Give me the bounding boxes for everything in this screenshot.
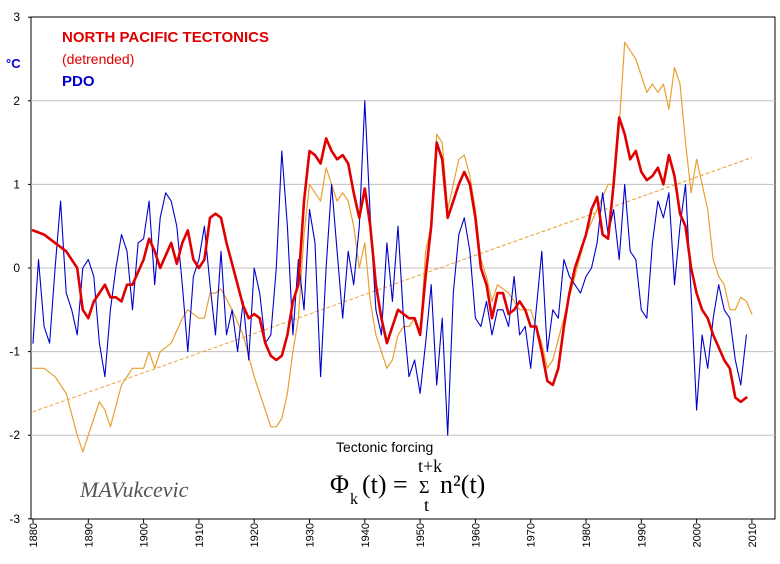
annotation-tectonic-forcing: Tectonic forcing <box>336 439 433 455</box>
x-tick-label: 1940 <box>360 523 372 547</box>
formula-symbol: Φ <box>330 470 349 499</box>
y-tick-label: 2 <box>13 94 20 108</box>
y-tick-label: -2 <box>9 428 20 442</box>
x-tick-label: 1920 <box>249 523 261 547</box>
formula-rhs: n²(t) <box>440 470 485 499</box>
x-tick-label: 2000 <box>692 523 704 547</box>
x-tick-label: 1880 <box>28 523 40 547</box>
y-tick-label: -3 <box>9 512 20 526</box>
x-tick-label: 1930 <box>305 523 317 547</box>
series-tectonics-undetrended-line <box>32 41 753 453</box>
legend-pdo: PDO <box>62 73 95 90</box>
unit-label: °C <box>6 56 21 71</box>
x-tick-labels: 1880 1890 1900 1910 1920 1930 1940 1950 1960 1970… <box>28 519 759 547</box>
x-tick-label: 1890 <box>83 523 95 547</box>
formula-lower-limit: t <box>424 495 429 515</box>
y-tick-label: 3 <box>13 10 20 24</box>
formula-arg: (t) = <box>362 470 408 499</box>
formula-subscript: k <box>350 491 358 508</box>
x-tick-label: 1980 <box>581 523 593 547</box>
legend-detrended: (detrended) <box>62 51 134 67</box>
series-tectonics-line <box>31 116 748 404</box>
legend-tectonics: NORTH PACIFIC TECTONICS <box>62 29 269 46</box>
x-tick-label: 2010 <box>747 523 759 547</box>
x-tick-label: 1950 <box>415 523 427 547</box>
y-tick-label: -1 <box>9 345 20 359</box>
grid-layer <box>31 100 775 436</box>
formula: Φ k (t) = t+k Σ t n²(t) <box>330 456 485 515</box>
formula-sum: Σ <box>419 477 429 497</box>
series-trend-line <box>32 157 753 413</box>
x-tick-label: 1970 <box>526 523 538 547</box>
author-signature: MAVukcevic <box>79 477 189 502</box>
x-tick-label: 1900 <box>139 523 151 547</box>
x-tick-label: 1910 <box>194 523 206 547</box>
x-tick-label: 1960 <box>470 523 482 547</box>
x-tick-label: 1990 <box>636 523 648 547</box>
formula-upper-limit: t+k <box>418 456 442 476</box>
y-tick-label: 0 <box>13 261 20 275</box>
y-tick-labels: 3 2 1 0 -1 -2 -3 <box>9 10 31 526</box>
y-tick-label: 1 <box>13 177 20 191</box>
series-layer <box>31 41 753 453</box>
